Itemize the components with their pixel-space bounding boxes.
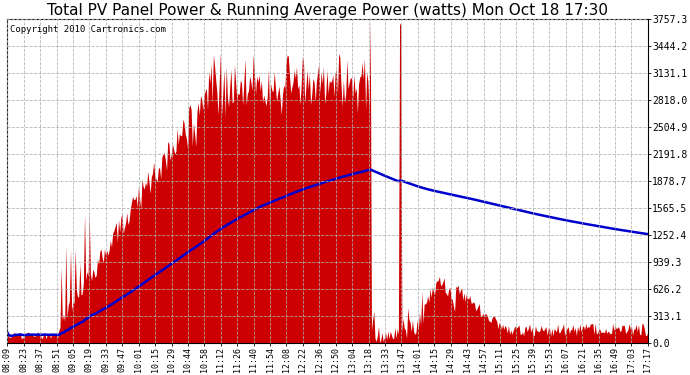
Text: Copyright 2010 Cartronics.com: Copyright 2010 Cartronics.com (10, 26, 166, 34)
Title: Total PV Panel Power & Running Average Power (watts) Mon Oct 18 17:30: Total PV Panel Power & Running Average P… (47, 3, 608, 18)
